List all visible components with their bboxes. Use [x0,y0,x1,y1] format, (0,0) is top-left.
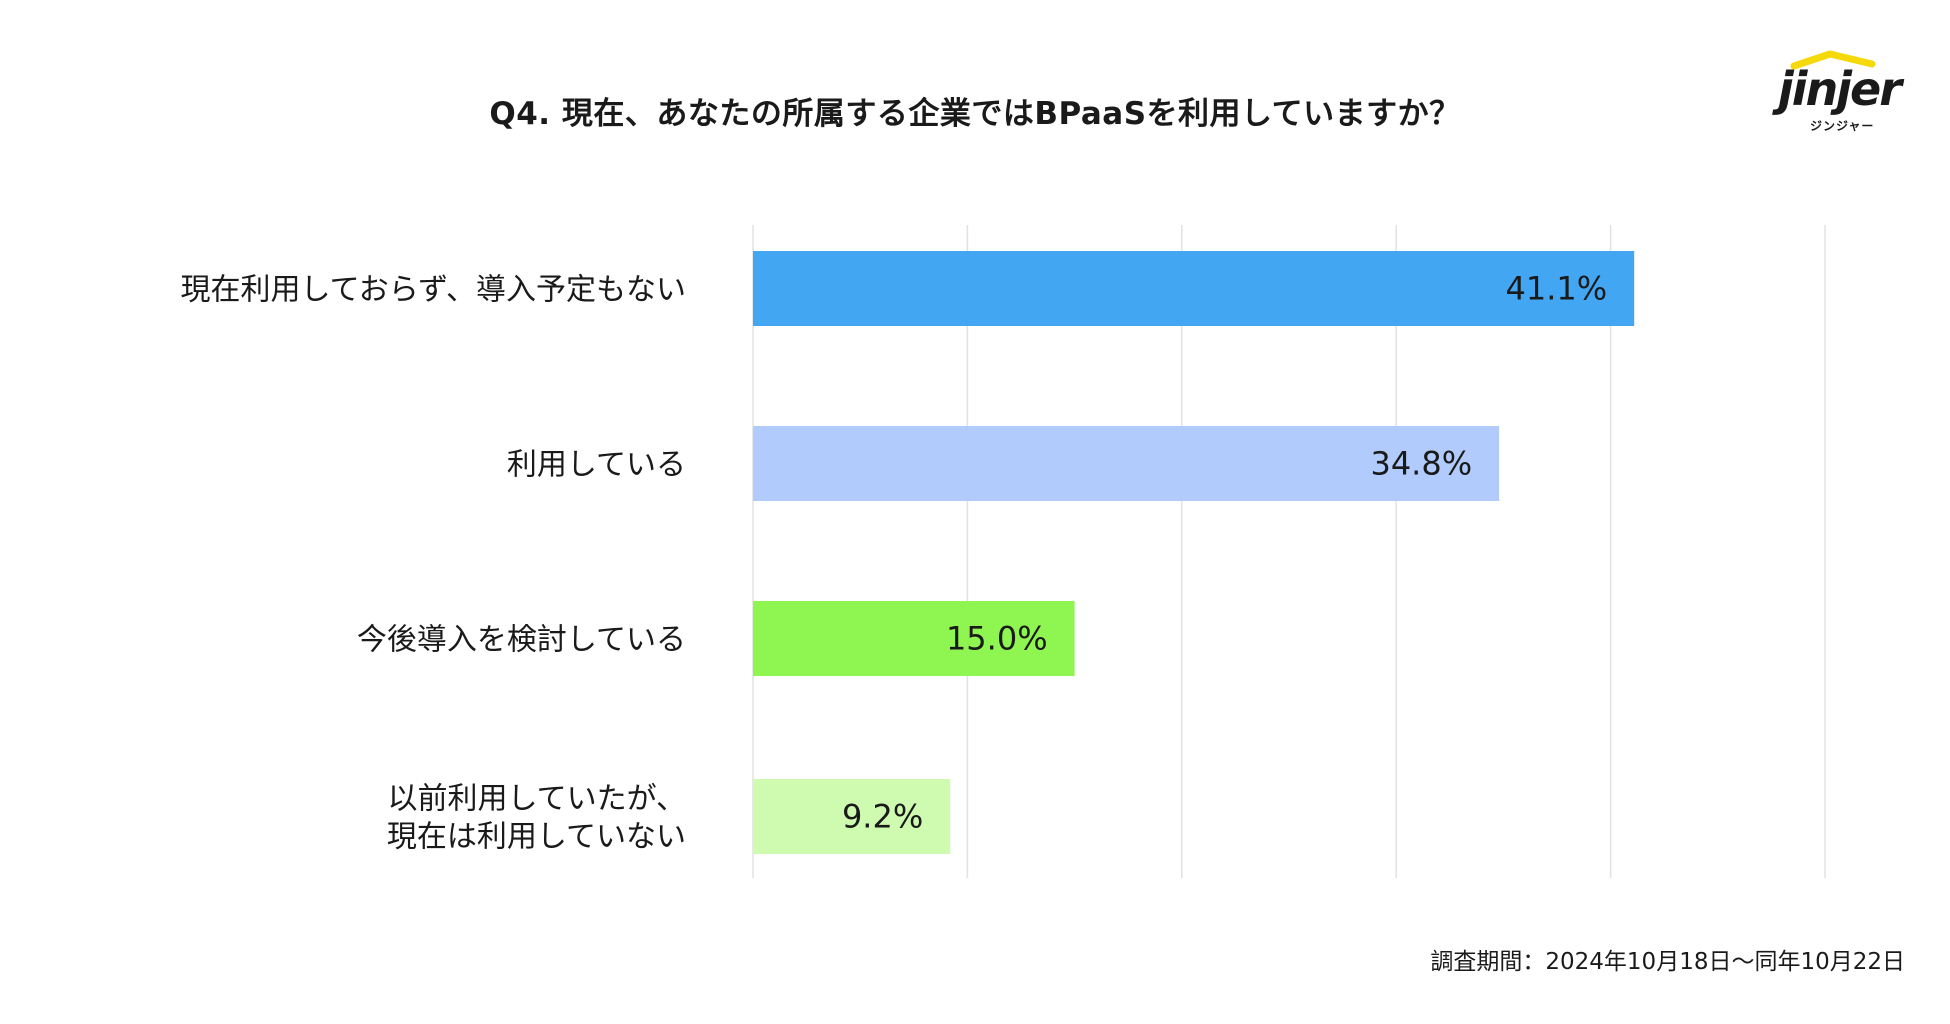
category-label-2-0: 今後導入を検討している [357,623,686,658]
bar-2 [753,601,1075,676]
survey-period-note: 調査期間：2024年10月18日〜同年10月22日 [1430,949,1905,975]
category-label-3-0: 以前利用していたが、 [388,782,687,817]
jinjer-logo: jinjer ジンジャー [1770,50,1910,140]
category-label-0-0: 現在利用しておらず、導入予定もない [181,273,687,308]
bar-value-label-3: 9.2% [842,798,923,836]
bar-value-label-0: 41.1% [1506,270,1608,308]
bar-3 [753,779,951,854]
category-label-3-1: 現在は利用していない [387,820,686,855]
bar-chart: 41.1% 現在利用しておらず、導入予定もない 34.8% 利用している 15.0% 今後… [181,225,1826,878]
logo-subtitle: ジンジャー [1810,119,1875,133]
bar-value-label-1: 34.8% [1370,445,1472,483]
bar-1 [753,426,1500,501]
bar-0 [753,251,1635,326]
bar-value-label-2: 15.0% [946,620,1048,658]
logo-wordmark: jinjer [1778,62,1902,116]
category-label-1-0: 利用している [507,448,686,483]
chart-title: Q4. 現在、あなたの所属する企業ではBPaaSを利用していますか？ [489,96,1461,132]
logo-roof-icon [1790,50,1876,70]
